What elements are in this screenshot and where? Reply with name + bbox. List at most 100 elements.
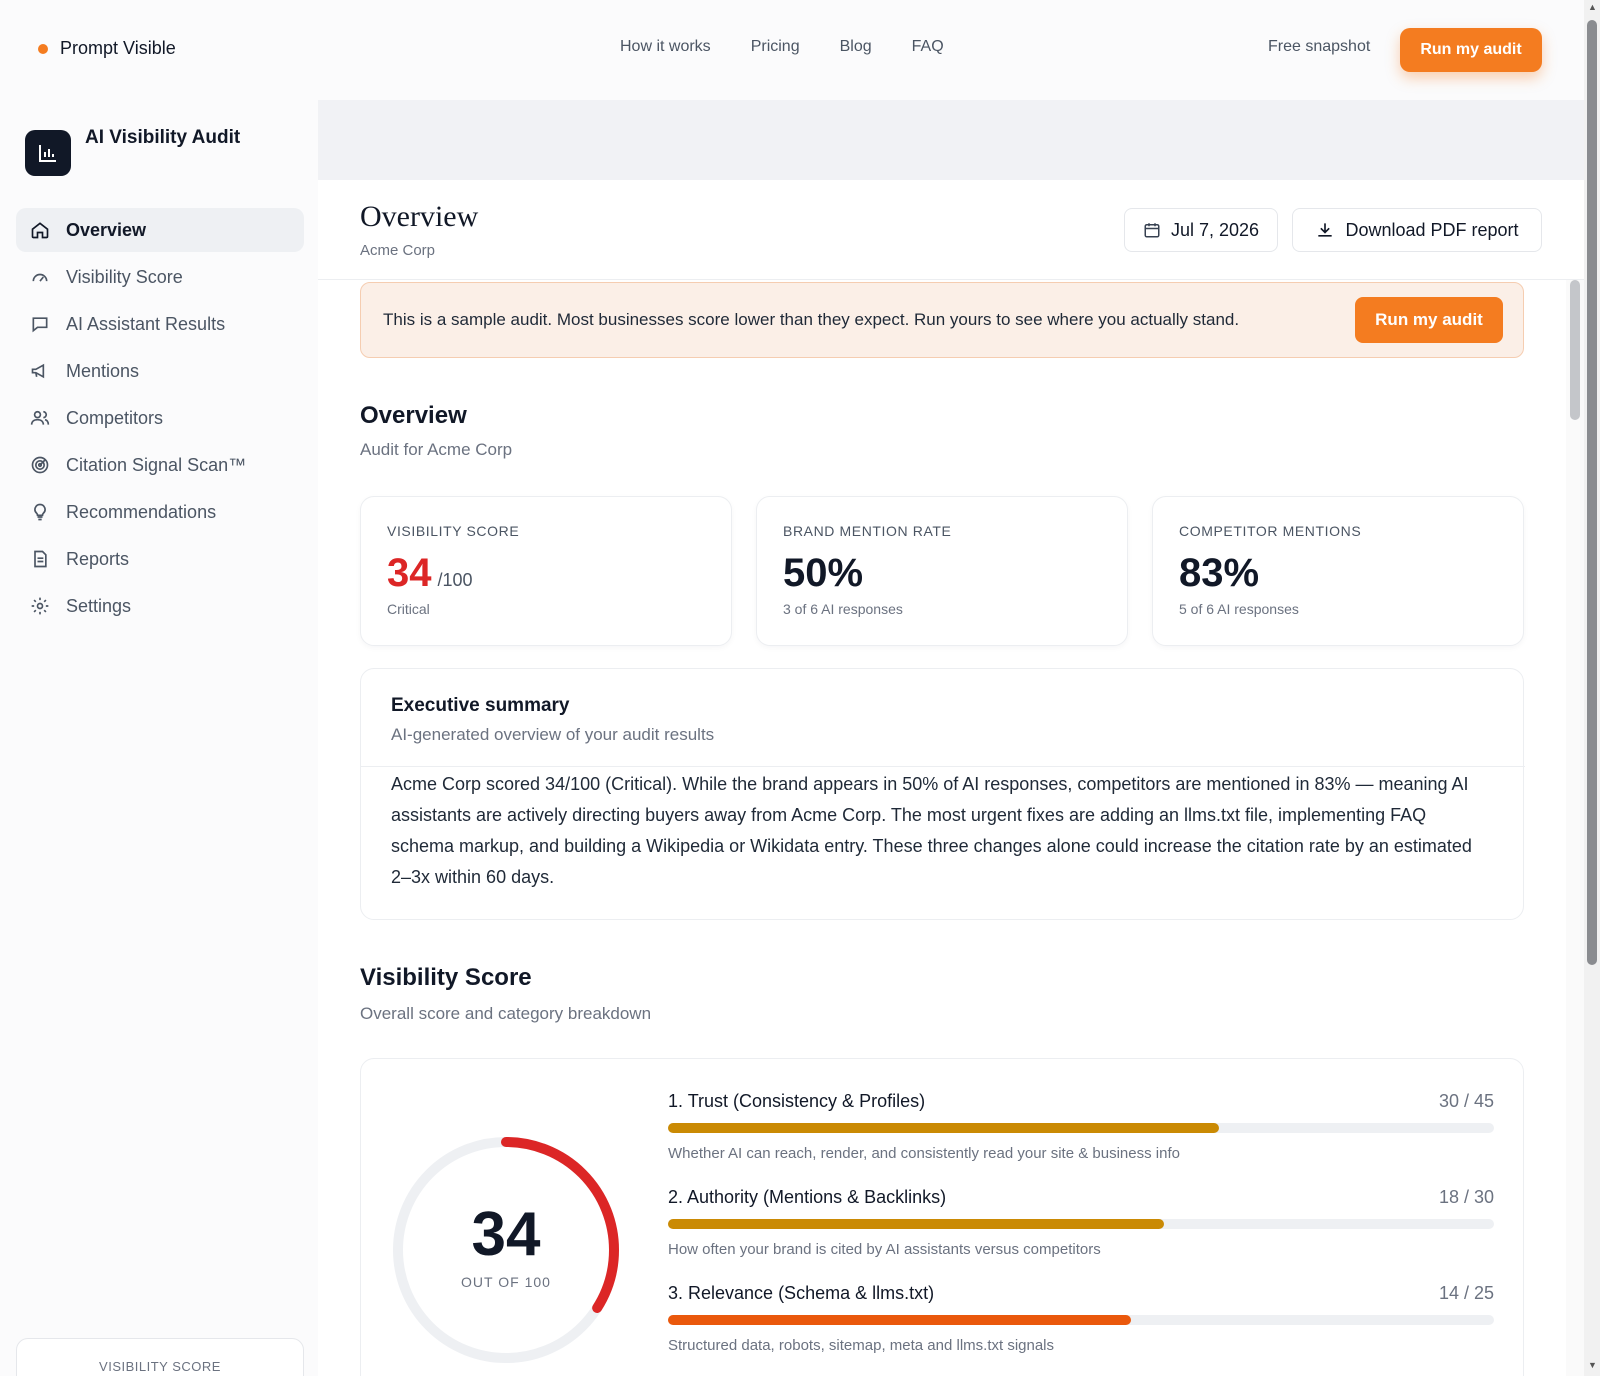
stat-note: 5 of 6 AI responses: [1179, 601, 1299, 617]
home-icon: [31, 222, 49, 239]
nav-link-blog[interactable]: Blog: [839, 38, 872, 55]
nav-links: How it works Pricing Blog FAQ: [620, 38, 944, 56]
stat-number: 34: [387, 551, 432, 595]
sidebar-item-settings[interactable]: Settings: [16, 584, 304, 628]
run-audit-banner-button[interactable]: Run my audit: [1355, 297, 1503, 343]
category-progress-fill: [668, 1123, 1219, 1133]
category-progress-track: [668, 1123, 1494, 1133]
nav-link-how-it-works[interactable]: How it works: [620, 38, 711, 55]
page-subtitle: Acme Corp: [360, 242, 436, 259]
scroll-up-icon[interactable]: ▲: [1588, 2, 1597, 12]
sidebar-item-visibility-score[interactable]: Visibility Score: [16, 255, 304, 299]
sidebar-item-label: Reports: [66, 548, 130, 569]
stat-card-brand-mention-rate: BRAND MENTION RATE 50% 3 of 6 AI respons…: [756, 496, 1128, 646]
sidebar: AI Visibility Audit Overview Visibility …: [0, 100, 318, 1376]
visibility-score-section-subtitle: Overall score and category breakdown: [360, 1004, 652, 1023]
category-name: 2. Authority (Mentions & Backlinks): [668, 1187, 947, 1207]
date-picker-button[interactable]: Jul 7, 2026: [1124, 208, 1278, 252]
stat-note: Critical: [387, 601, 430, 617]
sidebar-item-overview[interactable]: Overview: [16, 208, 304, 252]
users-icon: [30, 410, 50, 425]
category-description: How often your brand is cited by AI assi…: [668, 1241, 1101, 1258]
stat-value: 83%: [1179, 551, 1260, 595]
category-name: 3. Relevance (Schema & llms.txt): [668, 1283, 935, 1303]
calendar-icon: [1144, 223, 1160, 238]
score-gauge: [393, 1137, 619, 1363]
visibility-score-section-title: Visibility Score: [360, 964, 532, 991]
stat-label: VISIBILITY SCORE: [387, 523, 520, 539]
chat-icon: [32, 317, 48, 333]
document-icon: [34, 550, 47, 568]
banner-text: This is a sample audit. Most businesses …: [383, 310, 1240, 329]
window-scrollbar-thumb[interactable]: [1587, 20, 1597, 965]
lightbulb-icon: [34, 503, 46, 521]
brand-logo[interactable]: Prompt Visible: [38, 38, 176, 59]
sidebar-item-label: AI Assistant Results: [66, 313, 226, 334]
executive-summary-body: Acme Corp scored 34/100 (Critical). Whil…: [391, 774, 1472, 887]
free-snapshot-link[interactable]: Free snapshot: [1268, 38, 1371, 55]
sample-audit-banner: This is a sample audit. Most businesses …: [360, 282, 1524, 358]
app-title: AI Visibility Audit: [85, 127, 241, 148]
main-top-spacer: [318, 100, 1584, 180]
sidebar-item-label: Citation Signal Scan™: [66, 454, 247, 475]
score-gauge-value: 34: [471, 1200, 541, 1269]
megaphone-icon: [31, 363, 45, 379]
sidebar-item-label: Mentions: [66, 360, 140, 381]
category-progress-track: [668, 1219, 1494, 1229]
executive-summary-title: Executive summary: [391, 695, 570, 716]
radar-icon: [31, 456, 49, 474]
stat-card-competitor-mentions: COMPETITOR MENTIONS 83% 5 of 6 AI respon…: [1152, 496, 1524, 646]
sidebar-item-label: Competitors: [66, 407, 164, 428]
executive-summary-card: Executive summary AI-generated overview …: [360, 668, 1525, 920]
category-progress-fill: [668, 1219, 1164, 1229]
content-scrollbar[interactable]: [1566, 180, 1584, 1376]
bar-chart-icon: [25, 130, 71, 176]
gear-icon: [31, 597, 49, 615]
content-scrollbar-thumb[interactable]: [1570, 280, 1580, 420]
sidebar-item-mentions[interactable]: Mentions: [16, 349, 304, 393]
category-progress-fill: [668, 1315, 1131, 1325]
scroll-down-icon[interactable]: ▼: [1588, 1360, 1597, 1370]
gauge-icon: [32, 273, 48, 282]
brand-dot-icon: [38, 43, 48, 54]
sidebar-item-competitors[interactable]: Competitors: [16, 396, 304, 440]
stat-note: 3 of 6 AI responses: [783, 601, 903, 617]
download-icon: [1318, 223, 1333, 237]
stat-value: 34/100: [387, 551, 473, 596]
sidebar-item-label: Overview: [66, 219, 147, 240]
stat-card-visibility-score: VISIBILITY SCORE 34/100 Critical: [360, 496, 732, 646]
category-score: 14 / 25: [1438, 1283, 1494, 1303]
stat-out-of: /100: [437, 570, 473, 590]
overview-section-title: Overview: [360, 402, 467, 429]
sidebar-bottom-label: VISIBILITY SCORE: [99, 1359, 221, 1374]
sidebar-item-recommendations[interactable]: Recommendations: [16, 490, 304, 534]
stat-value: 50%: [783, 551, 864, 595]
score-gauge-arc: [393, 1137, 619, 1363]
run-audit-nav-button[interactable]: Run my audit: [1400, 28, 1542, 72]
category-description: Whether AI can reach, render, and consis…: [668, 1145, 1180, 1162]
sidebar-item-citation-signal-scan[interactable]: Citation Signal Scan™: [16, 443, 304, 487]
brand-name: Prompt Visible: [60, 38, 176, 58]
stat-label: BRAND MENTION RATE: [783, 523, 952, 539]
category-score: 18 / 30: [1438, 1187, 1494, 1207]
download-pdf-button[interactable]: Download PDF report: [1292, 208, 1542, 252]
score-gauge-out-of: OUT OF 100: [461, 1274, 551, 1290]
sidebar-item-reports[interactable]: Reports: [16, 537, 304, 581]
nav-link-faq[interactable]: FAQ: [911, 38, 944, 55]
executive-summary-subtitle: AI-generated overview of your audit resu…: [391, 725, 715, 744]
top-navigation: Prompt Visible How it works Pricing Blog…: [0, 0, 1584, 100]
category-name: 1. Trust (Consistency & Profiles): [668, 1091, 926, 1111]
sidebar-item-label: Recommendations: [66, 501, 217, 522]
category-progress-track: [668, 1315, 1494, 1325]
sidebar-item-ai-assistant-results[interactable]: AI Assistant Results: [16, 302, 304, 346]
category-description: Structured data, robots, sitemap, meta a…: [668, 1337, 1055, 1354]
divider: [361, 766, 1525, 767]
sidebar-item-label: Visibility Score: [66, 266, 183, 287]
nav-link-pricing[interactable]: Pricing: [750, 38, 800, 55]
stat-label: COMPETITOR MENTIONS: [1179, 523, 1362, 539]
overview-section-subtitle: Audit for Acme Corp: [360, 440, 513, 459]
download-label: Download PDF report: [1345, 219, 1519, 240]
page-title: Overview: [360, 200, 479, 233]
category-score: 30 / 45: [1438, 1091, 1494, 1111]
date-label: Jul 7, 2026: [1170, 219, 1260, 240]
